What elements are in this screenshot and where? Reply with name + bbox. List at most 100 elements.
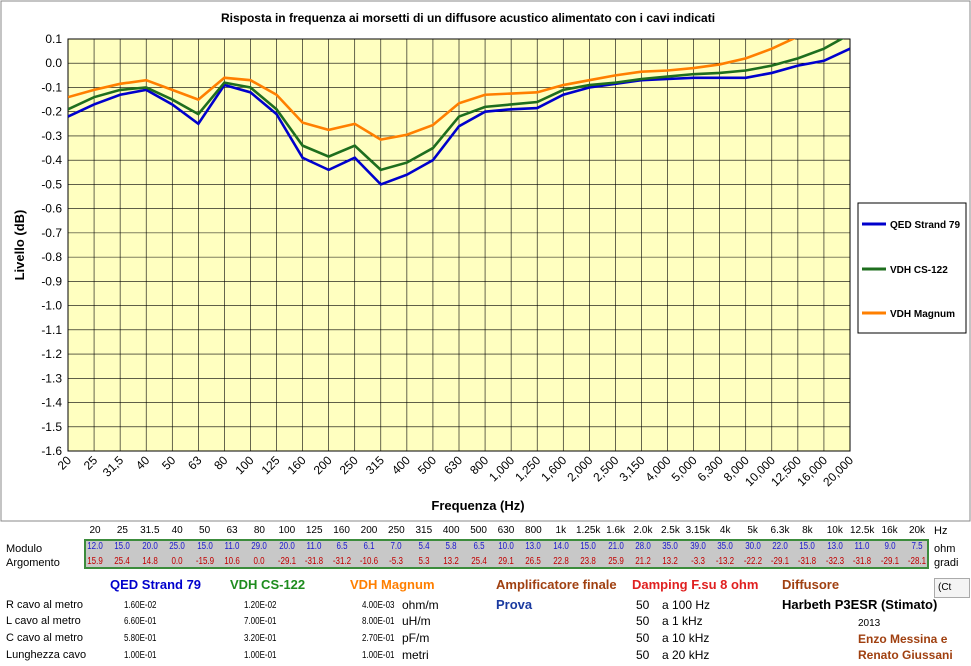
y-tick-label: -0.7 — [41, 226, 62, 240]
argomento-cell[interactable]: -28.1 — [907, 556, 927, 567]
argomento-cell[interactable]: -29.1 — [880, 556, 899, 567]
argomento-cell[interactable]: -31.2 — [332, 556, 351, 567]
param-value[interactable]: 1.20E-02 — [244, 600, 277, 611]
modulo-cell[interactable]: 6.5 — [336, 541, 348, 552]
argomento-cell[interactable]: 13.2 — [443, 556, 459, 567]
modulo-cell[interactable]: 5.8 — [445, 541, 457, 552]
param-value[interactable]: 1.60E-02 — [124, 600, 157, 611]
argomento-cell[interactable]: 22.8 — [553, 556, 569, 567]
speaker-value[interactable]: Harbeth P3ESR (Stimato) — [782, 597, 938, 612]
param-value[interactable]: 2.70E-01 — [362, 633, 395, 644]
argomento-cell[interactable]: 26.5 — [525, 556, 542, 567]
param-value[interactable]: 1.00E-01 — [362, 650, 395, 661]
impedance-table[interactable] — [84, 539, 929, 569]
modulo-cell[interactable]: 21.0 — [607, 541, 624, 552]
argomento-cell[interactable]: -31.8 — [798, 556, 817, 567]
damping-value[interactable]: 50 — [636, 598, 650, 612]
damping-value[interactable]: 50 — [636, 614, 650, 628]
param-value[interactable]: 3.20E-01 — [244, 633, 277, 644]
argomento-cell[interactable]: -32.3 — [825, 556, 844, 567]
modulo-cell[interactable]: 20.0 — [142, 541, 158, 552]
modulo-cell[interactable]: 39.0 — [690, 541, 706, 552]
hz-unit: Hz — [934, 525, 948, 537]
modulo-cell[interactable]: 15.0 — [196, 541, 213, 552]
damping-value[interactable]: 50 — [636, 648, 650, 662]
modulo-cell[interactable]: 35.0 — [717, 541, 733, 552]
modulo-cell[interactable]: 28.0 — [635, 541, 651, 552]
argomento-cell[interactable]: 10.6 — [224, 556, 240, 567]
freq-header-cell: 315 — [415, 525, 433, 536]
param-value[interactable]: 4.00E-03 — [362, 600, 395, 611]
modulo-cell[interactable]: 11.0 — [306, 541, 322, 552]
freq-header-cell: 25 — [116, 525, 128, 536]
y-tick-label: -0.9 — [41, 274, 62, 288]
argomento-cell[interactable]: 23.8 — [580, 556, 596, 567]
modulo-cell[interactable]: 11.0 — [854, 541, 870, 552]
modulo-cell[interactable]: 5.4 — [418, 541, 430, 552]
modulo-cell[interactable]: 15.0 — [580, 541, 596, 552]
y-tick-label: 0.1 — [45, 32, 62, 46]
amplifier-value[interactable]: Prova — [496, 597, 533, 612]
paste-options-icon[interactable]: (Ct — [934, 578, 970, 598]
y-tick-label: -1.6 — [41, 444, 62, 458]
argomento-cell[interactable]: 25.9 — [607, 556, 624, 567]
argomento-cell[interactable]: -29.1 — [277, 556, 296, 567]
modulo-cell[interactable]: 6.5 — [473, 541, 485, 552]
argomento-cell[interactable]: -15.9 — [195, 556, 214, 567]
modulo-cell[interactable]: 20.0 — [279, 541, 295, 552]
argomento-cell[interactable]: 15.9 — [87, 556, 103, 567]
modulo-cell[interactable]: 22.0 — [772, 541, 788, 552]
param-value[interactable]: 1.00E-01 — [124, 650, 157, 661]
param-value[interactable]: 7.00E-01 — [244, 616, 277, 627]
argomento-cell[interactable]: -5.3 — [389, 556, 404, 567]
argomento-cell[interactable]: 5.3 — [418, 556, 430, 567]
argomento-cell[interactable]: -31.8 — [853, 556, 872, 567]
argomento-cell[interactable]: 0.0 — [171, 556, 183, 567]
modulo-cell[interactable]: 12.0 — [87, 541, 103, 552]
cable-title-qed: QED Strand 79 — [110, 577, 202, 592]
freq-header-cell: 20 — [89, 525, 101, 536]
argomento-cell[interactable]: 25.4 — [470, 556, 487, 567]
param-value[interactable]: 1.00E-01 — [244, 650, 277, 661]
modulo-cell[interactable]: 10.0 — [498, 541, 514, 552]
modulo-cell[interactable]: 6.1 — [363, 541, 375, 552]
y-tick-label: -1.4 — [41, 396, 62, 410]
modulo-cell[interactable]: 15.0 — [799, 541, 816, 552]
cable-title-magnum: VDH Magnum — [350, 577, 435, 592]
modulo-cell[interactable]: 35.0 — [662, 541, 679, 552]
argomento-cell[interactable]: 25.4 — [114, 556, 131, 567]
param-value[interactable]: 6.60E-01 — [124, 616, 157, 627]
modulo-cell[interactable]: 11.0 — [224, 541, 240, 552]
x-axis-label: Frequenza (Hz) — [431, 498, 524, 513]
argomento-cell[interactable]: -10.6 — [359, 556, 379, 567]
modulo-cell[interactable]: 15.0 — [114, 541, 131, 552]
argomento-cell[interactable]: 0.0 — [253, 556, 265, 567]
argomento-cell[interactable]: -3.3 — [690, 556, 705, 567]
modulo-cell[interactable]: 14.0 — [553, 541, 569, 552]
modulo-cell[interactable]: 7.5 — [911, 541, 923, 552]
y-axis-label: Livello (dB) — [12, 210, 27, 281]
param-value[interactable]: 8.00E-01 — [362, 616, 395, 627]
modulo-cell[interactable]: 13.0 — [827, 541, 843, 552]
argomento-cell[interactable]: 29.1 — [498, 556, 514, 567]
argomento-cell[interactable]: -13.2 — [716, 556, 735, 567]
gradi-unit: gradi — [934, 557, 959, 569]
legend-entry: VDH CS-122 — [890, 265, 948, 276]
argomento-cell[interactable]: -29.1 — [770, 556, 790, 567]
modulo-cell[interactable]: 30.0 — [744, 541, 761, 552]
y-tick-label: -1.2 — [41, 347, 62, 361]
param-value[interactable]: 5.80E-01 — [124, 633, 157, 644]
modulo-cell[interactable]: 29.0 — [251, 541, 268, 552]
freq-header-cell: 200 — [360, 525, 378, 536]
modulo-cell[interactable]: 13.0 — [525, 541, 542, 552]
modulo-cell[interactable]: 9.0 — [884, 541, 896, 552]
damping-value[interactable]: 50 — [636, 631, 650, 645]
modulo-cell[interactable]: 7.0 — [390, 541, 402, 552]
modulo-cell[interactable]: 25.0 — [169, 541, 185, 552]
damping-freq: a 100 Hz — [662, 598, 711, 612]
argomento-cell[interactable]: 13.2 — [662, 556, 679, 567]
argomento-cell[interactable]: -22.2 — [743, 556, 762, 567]
argomento-cell[interactable]: 14.8 — [142, 556, 158, 567]
argomento-cell[interactable]: -31.8 — [305, 556, 324, 567]
argomento-cell[interactable]: 21.2 — [635, 556, 651, 567]
